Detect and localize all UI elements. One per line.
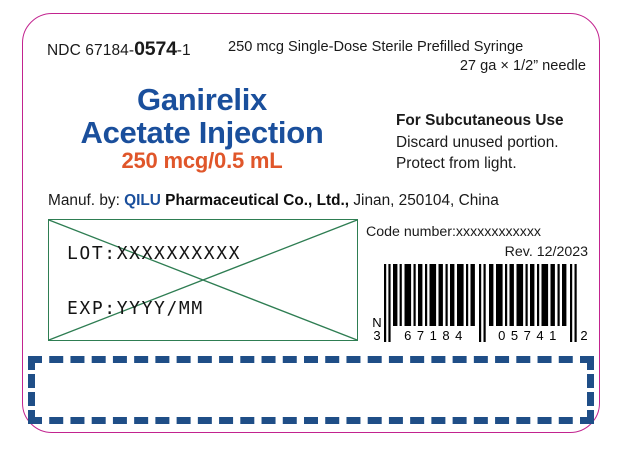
presentation-description: 250 mcg Single-Dose Sterile Prefilled Sy… bbox=[228, 38, 586, 76]
ndc-product-code: 0574 bbox=[134, 38, 177, 60]
barcode: N 3 bbox=[370, 264, 588, 342]
barcode-digits-left: 67184 bbox=[404, 328, 468, 342]
manufacturer-location: Jinan, 250104, China bbox=[349, 192, 499, 209]
revision-date: Rev. 12/2023 bbox=[504, 244, 588, 260]
presentation-line-1: 250 mcg Single-Dose Sterile Prefilled Sy… bbox=[228, 39, 524, 55]
manufacturer-company: Pharmaceutical Co., Ltd., bbox=[160, 192, 350, 209]
manufacturer-prefix: Manuf. by: bbox=[48, 192, 125, 209]
product-name-line-2: Acetate Injection bbox=[80, 115, 324, 150]
barcode-lead-characters: N 3 bbox=[370, 316, 384, 342]
presentation-line-2: 27 ga × 1/2” needle bbox=[459, 58, 586, 74]
barcode-bars-icon: 67184 05741 2 bbox=[384, 264, 588, 342]
barcode-lead-letter: N bbox=[372, 315, 382, 330]
product-name: Ganirelix Acetate Injection bbox=[24, 83, 380, 150]
ndc-code: NDC 67184-0574-1 bbox=[47, 38, 191, 61]
crossed-out-x-icon bbox=[49, 220, 357, 340]
ndc-suffix: -1 bbox=[176, 42, 191, 59]
code-number: Code number:xxxxxxxxxxxx bbox=[366, 224, 542, 240]
manufacturer-line: Manuf. by: QILU Pharmaceutical Co., Ltd.… bbox=[48, 192, 499, 210]
discard-instruction: Discard unused portion. bbox=[396, 133, 559, 151]
barcode-lead-digit: 3 bbox=[373, 328, 381, 343]
light-protection-instruction: Protect from light. bbox=[396, 155, 517, 172]
code-revision-block: Code number:xxxxxxxxxxxx Rev. 12/2023 bbox=[366, 222, 588, 262]
barcode-digits-right: 05741 bbox=[498, 328, 562, 342]
manufacturer-brand: QILU bbox=[124, 192, 161, 209]
product-name-line-1: Ganirelix bbox=[137, 82, 267, 117]
barcode-check-digit: 2 bbox=[580, 328, 587, 342]
expiration-date: EXP:YYYY/MM bbox=[67, 298, 204, 319]
lot-number: LOT:XXXXXXXXXX bbox=[67, 243, 242, 264]
dashed-tear-off-region bbox=[28, 356, 594, 424]
usage-instructions: For Subcutaneous Use Discard unused port… bbox=[396, 110, 564, 175]
route-of-administration: For Subcutaneous Use bbox=[396, 112, 564, 129]
product-strength: 250 mcg/0.5 mL bbox=[121, 148, 283, 173]
lot-exp-box: LOT:XXXXXXXXXX EXP:YYYY/MM bbox=[48, 219, 358, 341]
ndc-prefix: NDC 67184- bbox=[47, 42, 135, 59]
